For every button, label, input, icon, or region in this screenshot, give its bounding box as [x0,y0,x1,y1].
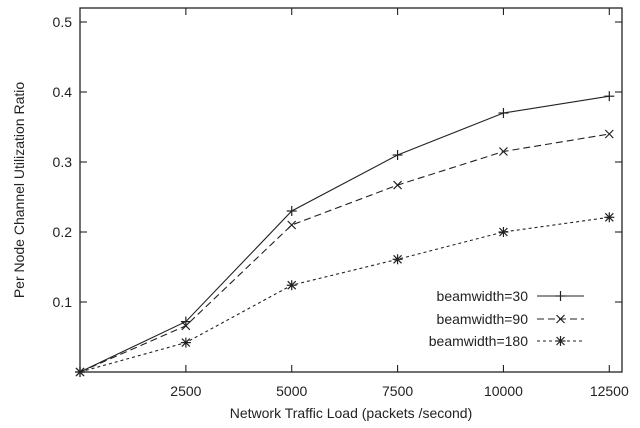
data-point [498,108,509,118]
data-point [604,91,615,102]
data-point [499,147,508,156]
y-tick-label: 0.3 [53,154,73,170]
axis-ticks: 2500 5000 7500 10000 12500 0.1 0.2 0.3 0.4 0.5 [53,8,629,399]
data-point [604,129,614,139]
x-tick-label: 5000 [276,383,307,399]
y-axis-title: Per Node Channel Utilization Ratio [11,82,27,299]
y-tick-label: 0.5 [53,14,73,30]
legend-marker [555,291,566,301]
data-point [180,337,191,348]
series-line [79,95,610,373]
data-point [181,321,191,331]
y-tick-label: 0.4 [53,84,73,100]
data-point [393,180,403,190]
legend-label: beamwidth=90 [437,311,529,327]
legend-entry: beamwidth=180 [429,333,584,349]
data-point [392,150,403,160]
x-tick-label: 10000 [484,383,523,399]
data-point [286,206,297,216]
series-2 [75,129,614,377]
series-line [79,216,610,373]
series-3 [75,212,615,377]
x-tick-label: 7500 [382,383,413,399]
y-tick-label: 0.2 [53,224,73,240]
legend-marker [556,314,565,324]
legend-label: beamwidth=180 [429,333,528,349]
data-point [392,254,403,265]
plot-frame [79,7,623,373]
data-point [498,227,509,237]
data-point [604,212,615,223]
legend-entry: beamwidth=30 [437,288,584,304]
data-point [286,280,297,291]
series-layer [75,91,615,377]
y-tick-label: 0.1 [53,294,73,310]
data-point [75,367,85,377]
data-point [180,316,191,327]
data-point [287,220,297,230]
x-axis-title: Network Traffic Load (packets /second) [230,405,473,421]
legend: beamwidth=30 beamwidth=90 beamwidth=180 [429,288,584,349]
legend-entry: beamwidth=90 [437,311,584,327]
legend-marker [555,336,566,346]
series-line [79,133,610,373]
series-1 [75,91,615,377]
x-tick-label: 2500 [170,383,201,399]
legend-label: beamwidth=30 [437,288,529,304]
x-tick-label: 12500 [590,383,629,399]
